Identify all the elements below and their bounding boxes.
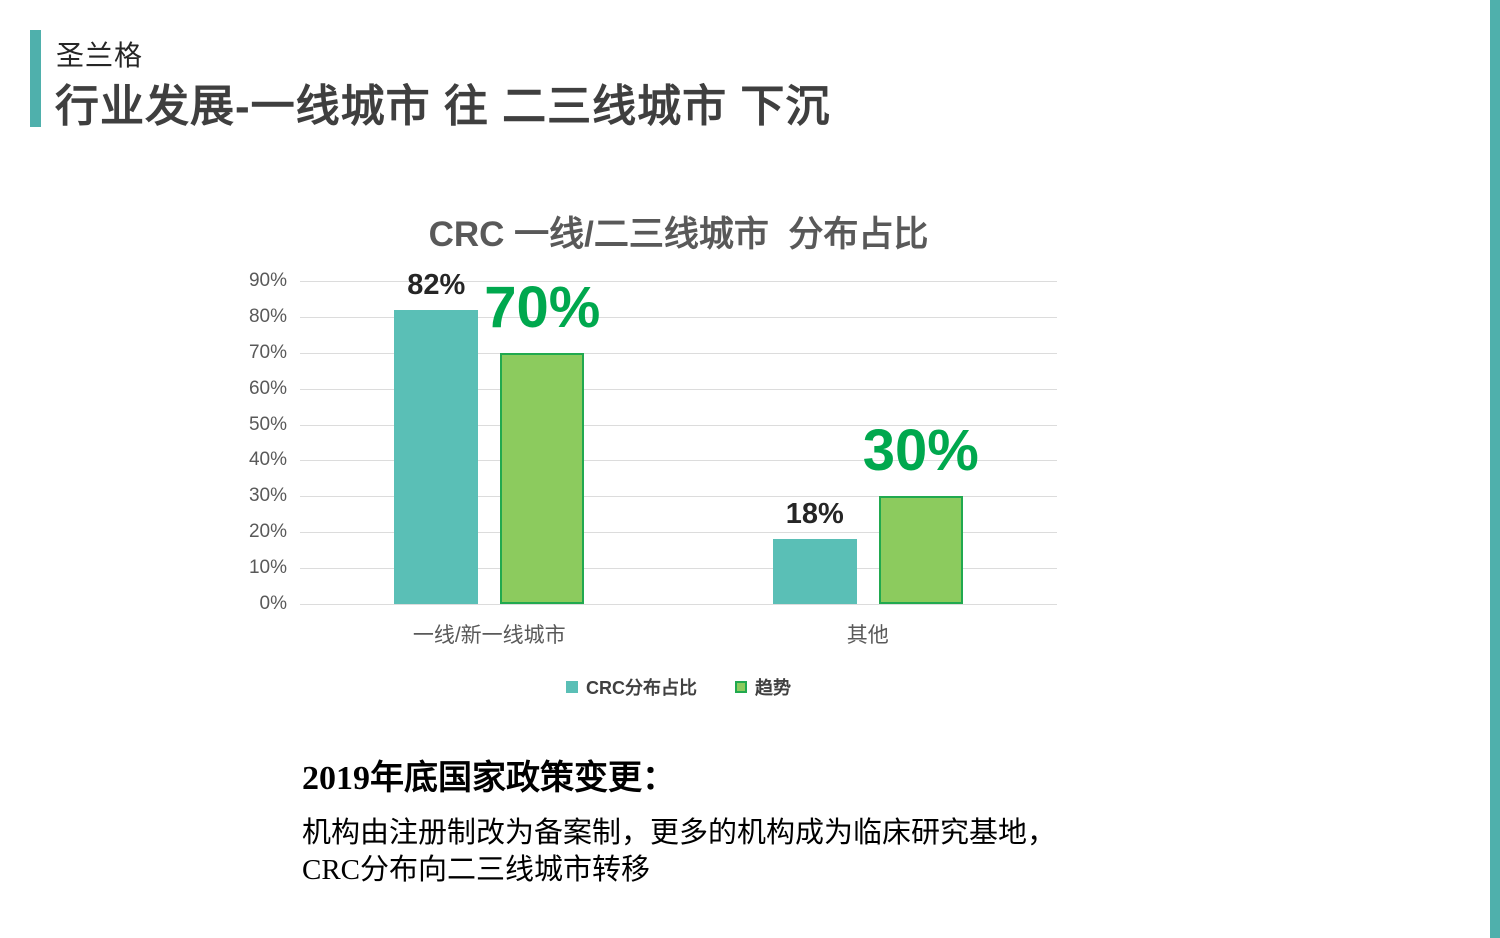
category-label: 一线/新一线城市 xyxy=(412,624,566,647)
plot-area: 0% 10% 20% 30% 40% 50% 60% 70% 80% 90% 82% 70% 一线/新一… xyxy=(249,270,1057,647)
category-label: 其他 xyxy=(846,624,889,647)
y-axis-tick-label: 60% xyxy=(248,377,287,399)
chart-legend: CRC分布占比 趋势 xyxy=(300,674,1057,700)
gridline xyxy=(300,460,1057,462)
gridline xyxy=(300,424,1057,426)
note-line: 机构由注册制改为备案制，更多的机构成为临床研究基地， xyxy=(302,817,1057,849)
note-heading: 2019年底国家政策变更： xyxy=(302,760,676,797)
bar-CRC分布占比-其他 xyxy=(772,539,857,604)
y-axis-tick-label: 20% xyxy=(248,521,287,543)
bar-趋势-其他 xyxy=(878,496,963,604)
bar-趋势-一线/新一线城市 xyxy=(500,352,585,604)
right-edge-accent-bar xyxy=(1490,0,1500,938)
legend-label: 趋势 xyxy=(755,678,791,698)
gridline xyxy=(300,388,1057,390)
gridline xyxy=(300,532,1057,534)
chart-title: CRC 一线/二三线城市 分布占比 xyxy=(428,215,929,254)
legend-swatch xyxy=(735,681,747,693)
y-axis-tick-label: 10% xyxy=(248,557,287,579)
gridline xyxy=(300,604,1057,605)
bar-CRC分布占比-一线/新一线城市 xyxy=(394,309,479,604)
y-axis-tick-label: 90% xyxy=(248,270,287,291)
legend-label: CRC分布占比 xyxy=(586,678,697,698)
y-axis-tick-label: 80% xyxy=(248,305,287,327)
left-accent-bar xyxy=(30,30,41,127)
gridline xyxy=(300,281,1057,282)
y-axis-tick-label: 50% xyxy=(248,413,287,435)
gridline xyxy=(300,568,1057,570)
value-label: 18% xyxy=(785,498,844,531)
note-block: 2019年底国家政策变更： 机构由注册制改为备案制，更多的机构成为临床研究基地，… xyxy=(302,750,1056,889)
legend-item: CRC分布占比 xyxy=(566,674,697,700)
gridline xyxy=(300,496,1057,498)
y-axis-tick-label: 0% xyxy=(259,593,287,614)
value-label: 30% xyxy=(862,418,979,484)
legend-swatch xyxy=(566,681,578,693)
legend-item: 趋势 xyxy=(735,674,791,700)
y-axis-tick-label: 70% xyxy=(248,341,287,363)
value-label: 70% xyxy=(484,274,601,340)
page-title: 行业发展-一线城市 往 二三线城市 下沉 xyxy=(55,82,831,131)
value-label: 82% xyxy=(407,268,466,301)
y-axis-tick-label: 40% xyxy=(248,449,287,471)
gridline xyxy=(300,316,1057,318)
note-line: CRC分布向二三线城市转移 xyxy=(302,854,651,886)
y-axis-tick-label: 30% xyxy=(248,485,287,507)
gridline xyxy=(300,352,1057,354)
brand-name: 圣兰格 xyxy=(56,40,144,71)
